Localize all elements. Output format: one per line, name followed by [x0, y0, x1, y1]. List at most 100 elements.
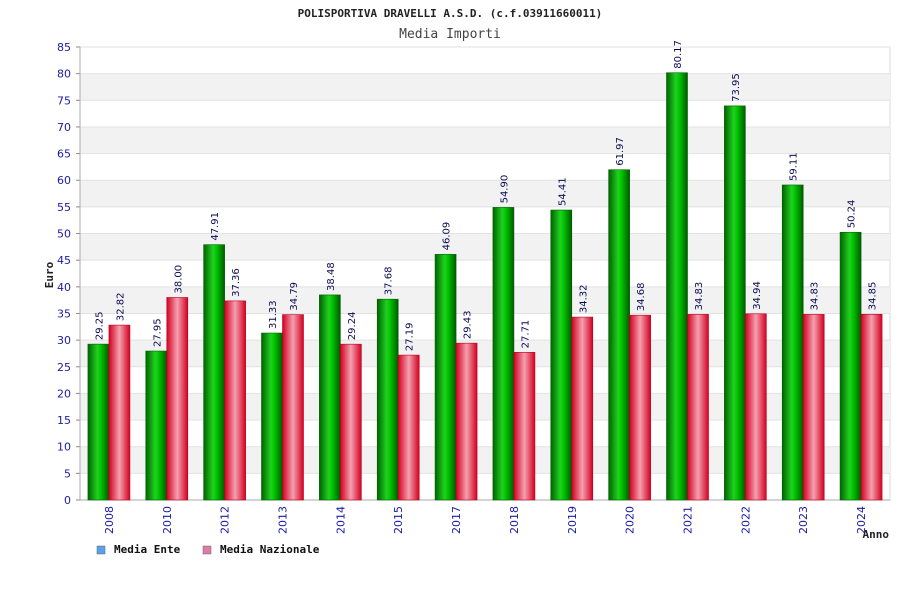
data-label: 73.95 — [731, 73, 742, 102]
data-label: 38.00 — [173, 265, 184, 294]
bar — [434, 254, 457, 501]
y-tick-label: 80 — [57, 68, 71, 81]
bar — [513, 352, 536, 501]
data-label: 29.43 — [463, 311, 474, 340]
data-label: 29.25 — [94, 311, 105, 340]
grid-band — [80, 446, 890, 474]
bar — [203, 244, 225, 501]
bar — [224, 300, 246, 501]
bar — [802, 314, 825, 501]
y-tick-label: 40 — [57, 281, 71, 294]
plot-area — [79, 46, 891, 501]
data-label: 27.19 — [405, 322, 416, 351]
bar — [571, 316, 594, 501]
plot-background — [79, 46, 891, 501]
bars — [87, 72, 883, 501]
data-label: 37.68 — [384, 267, 395, 296]
x-tick-label: 2024 — [855, 506, 868, 534]
y-tick-label: 5 — [64, 467, 71, 480]
data-label: 34.94 — [752, 281, 763, 310]
data-label: 50.24 — [847, 200, 858, 229]
bar — [860, 313, 883, 501]
chart-subtitle: Media Importi — [399, 27, 501, 42]
y-tick-label: 45 — [57, 254, 71, 267]
y-tick-label: 0 — [64, 494, 71, 507]
data-label: 46.09 — [442, 222, 453, 251]
grid-band — [80, 73, 890, 101]
data-label: 61.97 — [615, 137, 626, 166]
legend-swatch-media-ente — [96, 545, 106, 555]
grid-band — [80, 180, 890, 207]
bar — [166, 297, 189, 501]
bar — [629, 314, 651, 501]
y-tick-label: 60 — [57, 174, 71, 187]
legend-swatch-media-nazionale — [202, 545, 212, 555]
data-label: 29.24 — [347, 312, 358, 341]
y-axis-label: Euro — [43, 261, 56, 288]
bar — [745, 313, 767, 501]
data-label: 47.91 — [210, 212, 221, 241]
bar — [319, 294, 341, 501]
y-tick-label: 20 — [57, 387, 71, 400]
bar — [376, 298, 399, 501]
grid-band — [80, 340, 890, 367]
x-tick-label: 2022 — [739, 506, 752, 534]
x-tick-label: 2020 — [624, 506, 637, 534]
legend-label-media-nazionale: Media Nazionale — [220, 543, 320, 556]
data-label: 27.95 — [152, 318, 163, 347]
x-tick-label: 2014 — [334, 506, 347, 534]
grid-band — [80, 126, 890, 154]
bar — [87, 343, 110, 501]
x-tick-label: 2012 — [219, 506, 232, 534]
data-label: 27.71 — [520, 320, 531, 349]
y-tick-label: 50 — [57, 228, 71, 241]
data-label: 34.79 — [289, 282, 300, 311]
y-tick-label: 85 — [57, 41, 71, 54]
x-tick-label: 2018 — [508, 506, 521, 534]
y-tick-label: 35 — [57, 307, 71, 320]
bar — [455, 342, 478, 501]
data-label: 34.83 — [694, 282, 705, 311]
x-tick-label: 2023 — [797, 506, 810, 534]
data-label: 37.36 — [231, 268, 242, 297]
bar — [781, 184, 804, 501]
y-axis-ticks: 0 5 10 15 20 25 30 35 40 45 50 55 60 65 70 75 80 85 — [57, 41, 890, 507]
bar — [492, 207, 515, 501]
data-label: 31.33 — [268, 300, 279, 329]
x-tick-label: 2017 — [450, 506, 463, 534]
legend-label-media-ente: Media Ente — [114, 543, 181, 556]
grid-band — [80, 233, 890, 261]
y-tick-label: 75 — [57, 94, 71, 107]
value-labels: 29.25 32.82 27.95 38.00 47.91 37.36 31.33 34.79… — [94, 40, 878, 351]
bar — [666, 72, 688, 501]
bar — [608, 169, 630, 501]
y-tick-label: 15 — [57, 414, 71, 427]
legend: Media Ente Media Nazionale — [96, 543, 320, 556]
x-tick-label: 2021 — [682, 506, 695, 534]
data-label: 34.32 — [578, 284, 589, 313]
data-label: 54.41 — [557, 177, 568, 206]
grid-band — [80, 393, 890, 421]
bar — [397, 354, 420, 501]
bar — [108, 324, 131, 501]
data-label: 34.83 — [810, 282, 821, 311]
bar — [340, 343, 362, 501]
y-tick-label: 65 — [57, 148, 71, 161]
bar — [839, 231, 862, 501]
x-tick-label: 2019 — [566, 506, 579, 534]
y-tick-label: 70 — [57, 121, 71, 134]
data-label: 59.11 — [789, 152, 800, 181]
bar — [145, 350, 168, 501]
bar — [282, 314, 304, 501]
y-tick-label: 10 — [57, 441, 71, 454]
bar — [261, 332, 283, 501]
data-label: 34.85 — [868, 282, 879, 311]
x-tick-label: 2008 — [103, 506, 116, 534]
x-tick-label: 2013 — [277, 506, 290, 534]
x-axis-ticks: 2008 2010 2012 2013 2014 2015 2017 2018 2019 2020… — [103, 506, 868, 534]
bar — [687, 314, 709, 501]
data-label: 54.90 — [499, 175, 510, 204]
x-axis-label: Anno — [863, 528, 890, 541]
x-tick-label: 2015 — [392, 506, 405, 534]
